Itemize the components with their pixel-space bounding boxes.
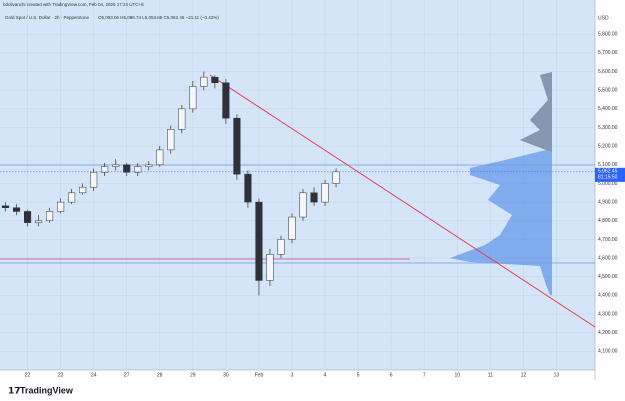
x-tick-label: 10 bbox=[454, 372, 460, 378]
x-tick-label: 24 bbox=[91, 372, 97, 378]
x-tick-label: 22 bbox=[25, 372, 31, 378]
price-axis bbox=[595, 0, 625, 380]
candle-body bbox=[134, 166, 142, 173]
trend-line bbox=[209, 74, 596, 328]
candle-body bbox=[90, 172, 98, 188]
currency: USD bbox=[598, 15, 609, 21]
candle-body bbox=[167, 129, 175, 151]
candle-body bbox=[178, 108, 186, 130]
x-tick-label: 27 bbox=[124, 372, 130, 378]
candle-body bbox=[255, 201, 263, 281]
countdown: 81:15:50 bbox=[598, 175, 618, 181]
y-tick-label: 4,200.00 bbox=[598, 330, 618, 336]
footer bbox=[0, 380, 625, 401]
y-tick-label: 5,400.00 bbox=[598, 106, 618, 112]
plot-background bbox=[0, 0, 595, 370]
candle-body bbox=[23, 211, 32, 223]
y-tick-label: 4,100.00 bbox=[598, 349, 618, 355]
y-tick-label: 5,000.00 bbox=[598, 181, 618, 187]
x-tick-label: 11 bbox=[488, 372, 493, 378]
chart-title: Gold Spot / U.S. Dollar · 2h · Peppersto… bbox=[5, 15, 90, 20]
credit: bdolivanchi created with TradingView.com… bbox=[3, 2, 144, 7]
candle-body bbox=[277, 239, 285, 255]
y-tick-label: 5,200.00 bbox=[598, 143, 618, 149]
candle-body bbox=[189, 86, 197, 110]
x-tick-label: 13 bbox=[554, 372, 560, 378]
last-price-tag bbox=[595, 167, 625, 182]
candle-body bbox=[1, 205, 10, 208]
x-tick-label: 3 bbox=[291, 372, 294, 378]
y-tick-label: 4,500.00 bbox=[598, 274, 618, 280]
candle-body bbox=[266, 254, 274, 281]
x-tick-label: 12 bbox=[521, 372, 527, 378]
y-tick-label: 5,800.00 bbox=[598, 32, 618, 38]
candle-body bbox=[321, 183, 329, 203]
x-tick-label: 29 bbox=[190, 372, 196, 378]
x-tick-label: 28 bbox=[157, 372, 163, 378]
logo: TradingView bbox=[20, 385, 74, 395]
y-tick-label: 4,300.00 bbox=[598, 311, 618, 317]
y-tick-label: 4,600.00 bbox=[598, 255, 618, 261]
candle-body bbox=[200, 76, 208, 87]
candle-body bbox=[288, 216, 296, 240]
candle-body bbox=[332, 171, 340, 184]
legend-ohlc: O5,083.06 H5,086.74 L5,053.65 C5,062.45 … bbox=[98, 15, 219, 20]
x-tick-label: 23 bbox=[58, 372, 64, 378]
candle-body bbox=[68, 192, 76, 203]
candle-body bbox=[156, 149, 164, 166]
last-price-label: 5,062.45 bbox=[598, 169, 618, 175]
x-tick-label: Feb bbox=[255, 372, 264, 378]
candle-body bbox=[101, 166, 109, 173]
x-tick-label: 4 bbox=[324, 372, 327, 378]
candle-body bbox=[233, 117, 241, 175]
y-tick-label: 4,900.00 bbox=[598, 199, 618, 205]
volume-profile bbox=[450, 72, 552, 295]
y-tick-label: 4,400.00 bbox=[598, 293, 618, 299]
candle-body bbox=[145, 164, 153, 167]
candle-body bbox=[299, 192, 307, 218]
candle-body bbox=[211, 76, 219, 83]
x-tick-label: 7 bbox=[423, 372, 426, 378]
logo-mark: 𝟭𝟳 bbox=[8, 385, 21, 395]
candle-body bbox=[244, 173, 252, 203]
y-tick-label: 5,100.00 bbox=[598, 162, 618, 168]
candle-body bbox=[12, 207, 21, 212]
candle-body bbox=[123, 164, 131, 173]
y-tick-label: 5,500.00 bbox=[598, 88, 618, 94]
y-tick-label: 4,800.00 bbox=[598, 218, 618, 224]
y-tick-label: 5,700.00 bbox=[598, 50, 618, 56]
y-tick-label: 5,600.00 bbox=[598, 69, 618, 75]
candle-body bbox=[35, 220, 43, 223]
x-tick-label: 30 bbox=[223, 372, 229, 378]
candle-body bbox=[112, 164, 120, 167]
candle-body bbox=[46, 211, 54, 222]
y-tick-label: 4,700.00 bbox=[598, 237, 618, 243]
candle-body bbox=[222, 82, 230, 119]
y-tick-label: 5,300.00 bbox=[598, 125, 618, 131]
time-axis bbox=[0, 370, 595, 380]
candle-body bbox=[310, 192, 318, 203]
candle-body bbox=[57, 201, 65, 212]
x-tick-label: 6 bbox=[390, 372, 393, 378]
x-tick-label: 5 bbox=[357, 372, 360, 378]
candle-body bbox=[79, 186, 87, 194]
